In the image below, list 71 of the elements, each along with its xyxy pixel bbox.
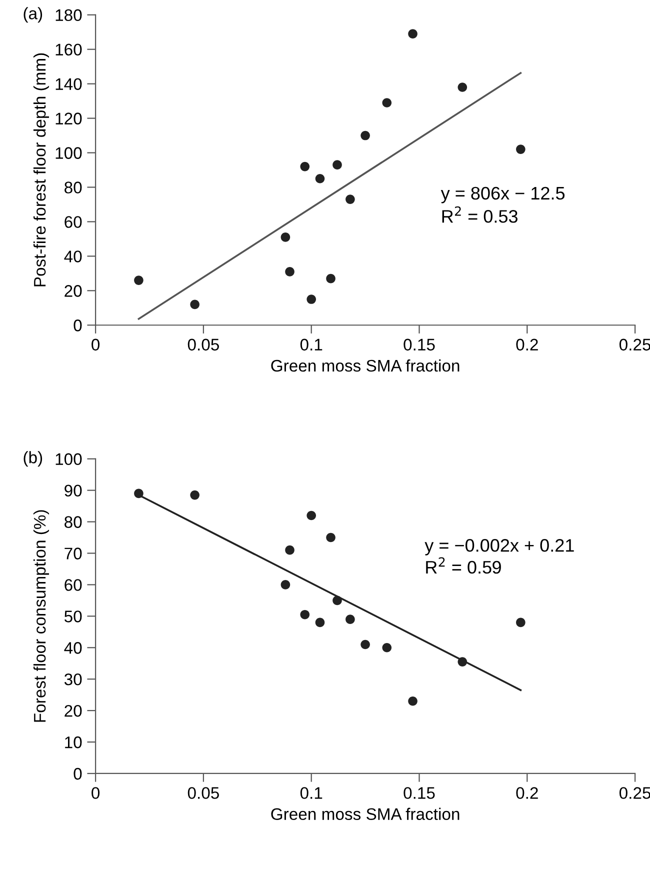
point <box>360 130 370 140</box>
y-tick-label: 0 <box>74 320 82 332</box>
point <box>315 618 325 628</box>
point <box>408 696 418 706</box>
y-tick-label: 100 <box>56 453 82 466</box>
y-tick-label: 180 <box>56 9 82 22</box>
x-tick-label: 0.1 <box>300 338 322 351</box>
y-tick-label: 40 <box>64 642 82 654</box>
point <box>306 510 316 520</box>
point <box>382 98 392 108</box>
x-axis-title: Green moss SMA fraction <box>271 359 460 372</box>
x-tick-label: 0.15 <box>404 787 435 799</box>
y-tick-label: 30 <box>64 674 82 686</box>
point <box>326 274 336 284</box>
y-tick-label: 0 <box>74 768 82 780</box>
y-tick-label: 160 <box>56 44 82 56</box>
point <box>516 618 526 628</box>
y-tick-label: 10 <box>65 736 82 748</box>
annotation: y = 806x − 12.5 <box>440 186 565 204</box>
x-tick-label: 0.05 <box>188 787 219 799</box>
y-tick-label: 80 <box>64 182 82 194</box>
point <box>360 640 370 650</box>
y-axis-title: Post-fire forest floor depth (mm) <box>33 53 49 286</box>
y-tick-label: 50 <box>64 610 82 622</box>
point <box>458 82 468 92</box>
point <box>346 194 355 204</box>
point <box>346 614 355 624</box>
annotation: R$^{2}$ = 0.53 <box>442 206 518 223</box>
point <box>516 144 526 154</box>
y-tick-label: 70 <box>64 548 82 560</box>
y-tick-label: 140 <box>56 78 82 90</box>
y-tick-label: 60 <box>64 216 82 228</box>
y-tick-label: 20 <box>64 704 82 717</box>
y-tick-label: 90 <box>64 484 82 497</box>
x-tick-label: 0 <box>92 338 100 351</box>
point <box>190 300 200 310</box>
y-tick-label: 60 <box>64 579 82 591</box>
chart-title: (b) <box>24 451 42 467</box>
y-tick-label: 120 <box>56 112 82 124</box>
x-tick-label: 0.15 <box>404 338 435 351</box>
point <box>280 580 290 590</box>
point <box>408 29 418 38</box>
x-tick-label: 0.2 <box>516 338 538 351</box>
point <box>326 532 336 542</box>
y-axis-title: Forest floor consumption (%) <box>33 510 49 722</box>
point <box>332 160 342 170</box>
point <box>134 488 144 498</box>
point <box>458 657 468 666</box>
y-tick-label: 80 <box>64 516 82 528</box>
x-axis-title: Green moss SMA fraction <box>271 808 460 820</box>
y-tick-label: 20 <box>64 285 82 297</box>
point <box>190 490 200 500</box>
annotation: y = −0.002x + 0.21 <box>424 539 574 556</box>
point <box>134 276 144 285</box>
chart-title: (a) <box>24 7 42 23</box>
point <box>332 596 342 606</box>
x-tick-label: 0.1 <box>300 787 322 799</box>
y-tick-label: 100 <box>56 147 82 159</box>
point <box>315 174 325 184</box>
x-tick-label: 0 <box>92 787 100 799</box>
point <box>300 610 310 620</box>
point <box>300 162 310 172</box>
y-tick-label: 40 <box>64 250 82 262</box>
point <box>306 294 316 304</box>
annotation: R$^{2}$ = 0.59 <box>426 557 501 574</box>
x-tick-label: 0.2 <box>516 787 538 799</box>
point <box>285 545 294 555</box>
x-tick-label: 0.05 <box>188 338 219 351</box>
point <box>285 267 294 276</box>
point <box>280 232 290 242</box>
point <box>382 642 392 652</box>
